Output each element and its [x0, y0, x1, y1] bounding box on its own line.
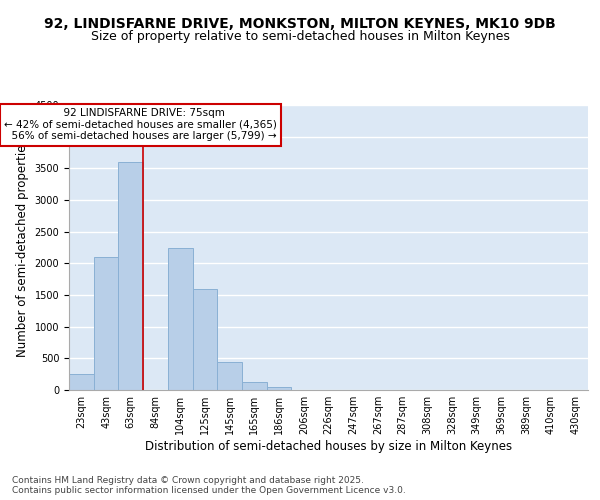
Bar — [267, 386, 292, 390]
Text: 92 LINDISFARNE DRIVE: 75sqm
← 42% of semi-detached houses are smaller (4,365)
  : 92 LINDISFARNE DRIVE: 75sqm ← 42% of sem… — [4, 108, 277, 142]
Text: Size of property relative to semi-detached houses in Milton Keynes: Size of property relative to semi-detach… — [91, 30, 509, 43]
Bar — [94, 257, 118, 390]
Y-axis label: Number of semi-detached properties: Number of semi-detached properties — [16, 138, 29, 357]
Bar — [242, 382, 267, 390]
X-axis label: Distribution of semi-detached houses by size in Milton Keynes: Distribution of semi-detached houses by … — [145, 440, 512, 453]
Text: Contains HM Land Registry data © Crown copyright and database right 2025.
Contai: Contains HM Land Registry data © Crown c… — [12, 476, 406, 495]
Bar — [168, 248, 193, 390]
Bar — [69, 374, 94, 390]
Bar — [118, 162, 143, 390]
Bar — [193, 288, 217, 390]
Text: 92, LINDISFARNE DRIVE, MONKSTON, MILTON KEYNES, MK10 9DB: 92, LINDISFARNE DRIVE, MONKSTON, MILTON … — [44, 18, 556, 32]
Bar — [217, 362, 242, 390]
